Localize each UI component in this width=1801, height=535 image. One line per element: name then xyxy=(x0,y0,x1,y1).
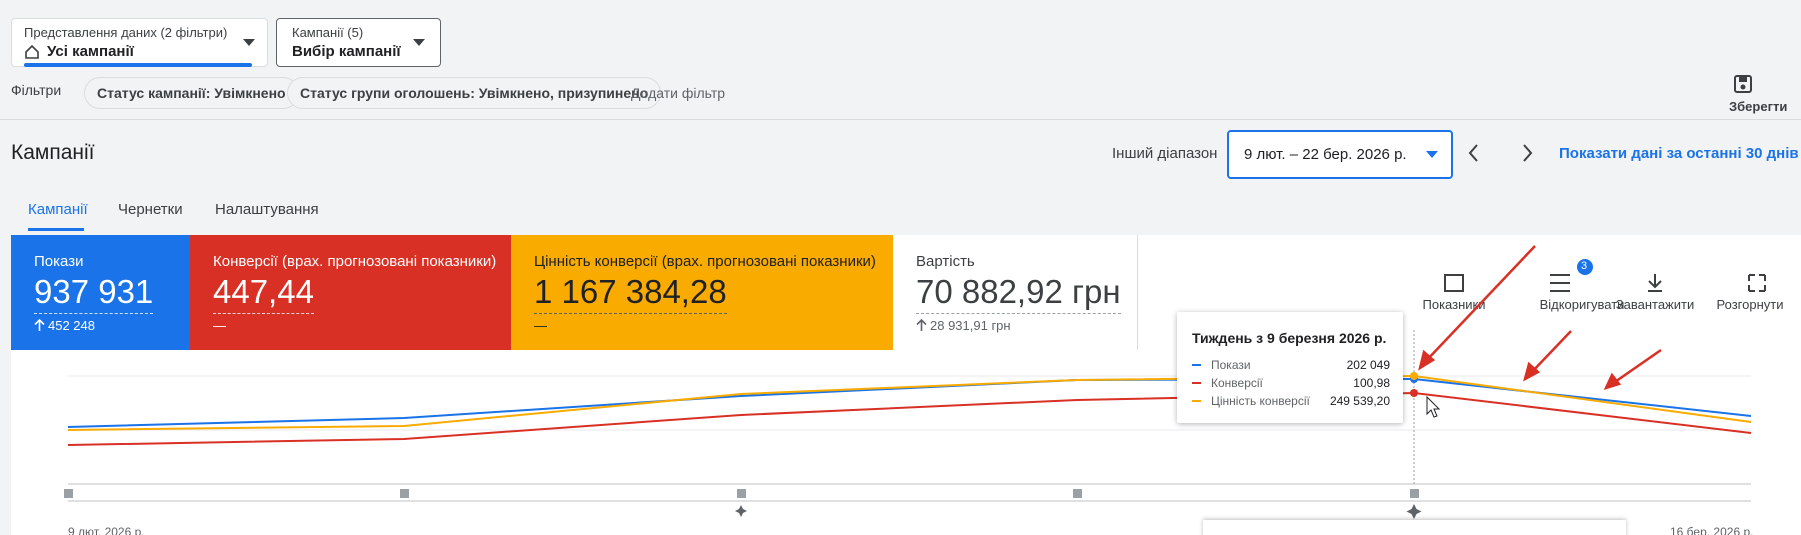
home-icon xyxy=(25,44,39,59)
tooltip-value: 100,98 xyxy=(1353,376,1390,390)
metric-value: 70 882,92 грн xyxy=(916,273,1121,314)
hover-dot xyxy=(1410,372,1418,380)
tooltip-name: Конверсії xyxy=(1211,376,1263,390)
up-arrow xyxy=(34,319,45,331)
view-value: Усі кампанії xyxy=(47,43,134,60)
metric-change: — xyxy=(213,318,226,333)
metric-value: 1 167 384,28 xyxy=(534,273,727,314)
metric-change: 452 248 xyxy=(48,318,95,333)
legend-swatch xyxy=(1192,364,1201,366)
metric-name: Покази xyxy=(34,253,84,270)
annotation-arrows xyxy=(1418,245,1662,391)
tab-active[interactable]: Кампанії xyxy=(28,201,88,218)
underline xyxy=(24,63,252,67)
dropdown-icon xyxy=(413,39,425,46)
save-label[interactable]: Зберегти xyxy=(1729,99,1788,114)
line-conversions xyxy=(67,391,1752,446)
popup-edge xyxy=(1203,520,1626,535)
toolbar-button[interactable]: Відкоригувати xyxy=(1539,297,1625,312)
scrubber-handles xyxy=(64,489,1419,498)
campaign-value: Вибір кампанії xyxy=(292,43,401,60)
page-title: Кампанії xyxy=(11,141,95,164)
toolbar-button[interactable]: Показники xyxy=(1422,297,1486,312)
sparkle-icons xyxy=(735,504,1422,519)
legend-swatch xyxy=(1192,400,1201,402)
filter-chip[interactable]: Статус групи оголошень: Увімкнено, призу… xyxy=(287,77,662,109)
hover-dot xyxy=(1410,389,1418,397)
metric-card[interactable]: Вартість 70 882,92 грн 28 931,91 грн xyxy=(893,235,1138,350)
view-label: Представлення даних (2 фільтри) xyxy=(24,25,228,40)
metric-name: Конверсії (врах. прогнозовані показники) xyxy=(213,253,497,270)
tab-underline xyxy=(28,228,84,231)
metric-card[interactable]: Цінність конверсії (врах. прогнозовані п… xyxy=(511,235,893,350)
metric-change: — xyxy=(534,318,547,333)
toolbar-button[interactable]: Завантажити xyxy=(1615,297,1695,312)
metric-name: Вартість xyxy=(916,253,975,270)
dropdown-icon xyxy=(243,39,255,46)
line-conv-value xyxy=(67,374,1752,431)
date-range-value: 9 лют. – 22 бер. 2026 р. xyxy=(1244,146,1407,163)
metric-value: 447,44 xyxy=(213,273,314,314)
last-30-link[interactable]: Показати дані за останні 30 днів xyxy=(1559,145,1799,162)
tooltip-name: Цінність конверсії xyxy=(1211,394,1310,408)
campaign-label: Кампанії (5) xyxy=(292,25,364,40)
tooltip: Тиждень з 9 березня 2026 р. Покази 202 04… xyxy=(1177,312,1403,423)
filters-label: Фільтри xyxy=(11,82,62,98)
dropdown-icon xyxy=(1426,151,1438,158)
tab[interactable]: Налаштування xyxy=(215,201,319,218)
metric-card[interactable]: Покази 937 931 452 248 xyxy=(11,235,190,350)
axis-start: 9 лют. 2026 р. xyxy=(68,525,145,535)
tooltip-title: Тиждень з 9 березня 2026 р. xyxy=(1192,330,1387,346)
campaign-selector[interactable]: Кампанії (5) Вибір кампанії xyxy=(276,18,441,67)
metric-change: 28 931,91 грн xyxy=(930,318,1011,333)
divider xyxy=(0,119,1801,120)
legend-swatch xyxy=(1192,382,1201,384)
badge: 3 xyxy=(1581,260,1588,272)
nav-arrows[interactable] xyxy=(1466,142,1546,164)
metric-name: Цінність конверсії (врах. прогнозовані п… xyxy=(534,253,876,270)
date-range[interactable]: 9 лют. – 22 бер. 2026 р. xyxy=(1227,130,1453,179)
add-filter[interactable]: Додати фільтр xyxy=(631,85,726,101)
metric-card[interactable]: Конверсії (врах. прогнозовані показники)… xyxy=(190,235,511,350)
range-label: Інший діапазон xyxy=(1112,145,1218,162)
toolbar-icons xyxy=(1444,259,1766,292)
metric-value: 937 931 xyxy=(34,273,154,314)
view-selector[interactable]: Представлення даних (2 фільтри) Усі камп… xyxy=(11,18,268,67)
up-arrow xyxy=(916,319,927,331)
toolbar-button[interactable]: Розгорнути xyxy=(1716,297,1784,312)
tooltip-value: 202 049 xyxy=(1346,358,1390,372)
axis-end: 16 бер. 2026 р. xyxy=(1670,525,1754,535)
tooltip-name: Покази xyxy=(1211,358,1251,372)
save-icon[interactable] xyxy=(1733,74,1753,94)
filter-chip[interactable]: Статус кампанії: Увімкнено xyxy=(84,77,299,109)
cursor xyxy=(1426,395,1441,418)
tooltip-value: 249 539,20 xyxy=(1329,394,1390,408)
tab[interactable]: Чернетки xyxy=(118,201,183,218)
